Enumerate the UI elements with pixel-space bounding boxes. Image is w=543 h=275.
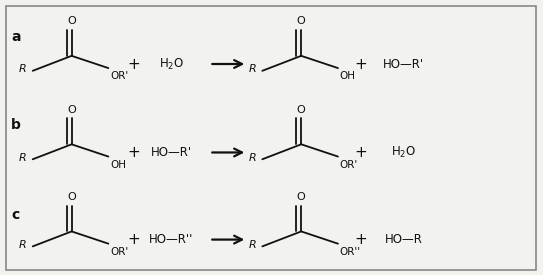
Text: +: + — [128, 145, 140, 160]
Text: +: + — [128, 232, 140, 247]
Text: HO—R': HO—R' — [151, 146, 192, 159]
Text: OR': OR' — [339, 160, 358, 170]
Text: OR'': OR'' — [339, 247, 361, 257]
Text: O: O — [67, 105, 76, 115]
Text: R: R — [19, 153, 27, 163]
Text: HO—R: HO—R — [385, 233, 423, 246]
Text: OR': OR' — [110, 247, 128, 257]
Text: R: R — [249, 240, 256, 250]
Text: R: R — [249, 64, 256, 75]
Text: O: O — [297, 192, 306, 202]
Text: OR': OR' — [110, 71, 128, 81]
Text: HO—R': HO—R' — [383, 57, 425, 70]
Text: R: R — [249, 153, 256, 163]
Text: OH: OH — [110, 160, 126, 170]
Text: c: c — [11, 208, 20, 222]
Text: O: O — [297, 16, 306, 26]
Text: +: + — [354, 145, 367, 160]
Text: a: a — [11, 30, 21, 44]
Text: O: O — [67, 16, 76, 26]
Text: +: + — [354, 56, 367, 72]
Text: +: + — [128, 56, 140, 72]
Text: OH: OH — [339, 71, 356, 81]
Text: O: O — [67, 192, 76, 202]
Text: H$_2$O: H$_2$O — [392, 145, 416, 160]
Text: +: + — [354, 232, 367, 247]
Text: R: R — [19, 240, 27, 250]
Text: O: O — [297, 105, 306, 115]
FancyBboxPatch shape — [6, 6, 536, 270]
Text: R: R — [19, 64, 27, 75]
Text: b: b — [11, 118, 21, 132]
Text: H$_2$O: H$_2$O — [159, 56, 184, 72]
Text: HO—R'': HO—R'' — [149, 233, 194, 246]
